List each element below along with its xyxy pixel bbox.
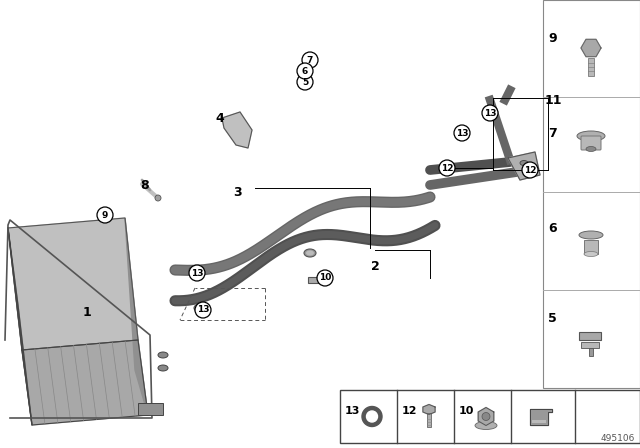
Bar [532, 419, 546, 422]
Polygon shape [530, 409, 552, 425]
Circle shape [454, 125, 470, 141]
Bar [589, 348, 593, 356]
Text: 5: 5 [302, 78, 308, 86]
Text: 3: 3 [233, 185, 241, 198]
Circle shape [155, 195, 161, 201]
Text: 12: 12 [441, 164, 453, 172]
Ellipse shape [577, 131, 605, 141]
Polygon shape [423, 405, 435, 414]
Text: 5: 5 [548, 311, 557, 324]
Text: 13: 13 [456, 129, 468, 138]
Bar [581, 342, 599, 348]
Polygon shape [581, 39, 601, 56]
Text: 6: 6 [548, 221, 557, 234]
Circle shape [297, 63, 313, 79]
Circle shape [297, 74, 313, 90]
Ellipse shape [158, 365, 168, 371]
Ellipse shape [191, 267, 199, 272]
Text: 10: 10 [319, 273, 331, 283]
Circle shape [439, 160, 455, 176]
Text: 7: 7 [548, 126, 557, 139]
Text: 9: 9 [102, 211, 108, 220]
Ellipse shape [586, 146, 596, 151]
Text: 6: 6 [302, 66, 308, 76]
Text: 13: 13 [196, 306, 209, 314]
Ellipse shape [520, 160, 528, 165]
Polygon shape [478, 408, 494, 426]
Ellipse shape [579, 231, 603, 239]
Ellipse shape [306, 250, 314, 255]
FancyBboxPatch shape [581, 136, 601, 150]
Ellipse shape [194, 304, 206, 312]
Circle shape [97, 207, 113, 223]
Circle shape [362, 406, 382, 426]
Bar [308, 277, 322, 283]
Circle shape [482, 105, 498, 121]
Text: 495106: 495106 [600, 434, 635, 443]
Circle shape [482, 413, 490, 421]
Circle shape [195, 302, 211, 318]
Polygon shape [125, 218, 148, 415]
Text: 4: 4 [216, 112, 225, 125]
Bar [579, 332, 601, 340]
Ellipse shape [475, 422, 497, 430]
Text: 11: 11 [544, 94, 562, 107]
Circle shape [302, 52, 318, 68]
Ellipse shape [304, 249, 316, 257]
Polygon shape [222, 112, 252, 148]
Bar [340, 390, 640, 443]
Bar [543, 0, 640, 388]
Text: 7: 7 [307, 56, 313, 65]
Polygon shape [22, 340, 148, 425]
Ellipse shape [189, 266, 201, 274]
Polygon shape [8, 228, 32, 425]
Bar [138, 403, 163, 415]
Circle shape [317, 270, 333, 286]
Ellipse shape [584, 251, 598, 257]
Text: 13: 13 [484, 108, 496, 117]
Circle shape [522, 162, 538, 178]
Text: 12: 12 [401, 406, 417, 417]
Circle shape [189, 265, 205, 281]
Bar [427, 413, 431, 426]
Text: 1: 1 [83, 306, 92, 319]
Text: 8: 8 [141, 178, 149, 191]
Polygon shape [8, 218, 138, 350]
Bar [584, 240, 598, 254]
Text: 13: 13 [344, 406, 360, 417]
Text: 13: 13 [191, 268, 204, 277]
Polygon shape [508, 152, 540, 180]
Ellipse shape [196, 306, 204, 310]
Text: 9: 9 [548, 31, 557, 44]
Text: 10: 10 [458, 406, 474, 417]
Ellipse shape [158, 352, 168, 358]
Circle shape [367, 411, 378, 422]
Text: 12: 12 [524, 165, 536, 175]
Bar [588, 58, 594, 76]
Text: 2: 2 [371, 259, 380, 272]
